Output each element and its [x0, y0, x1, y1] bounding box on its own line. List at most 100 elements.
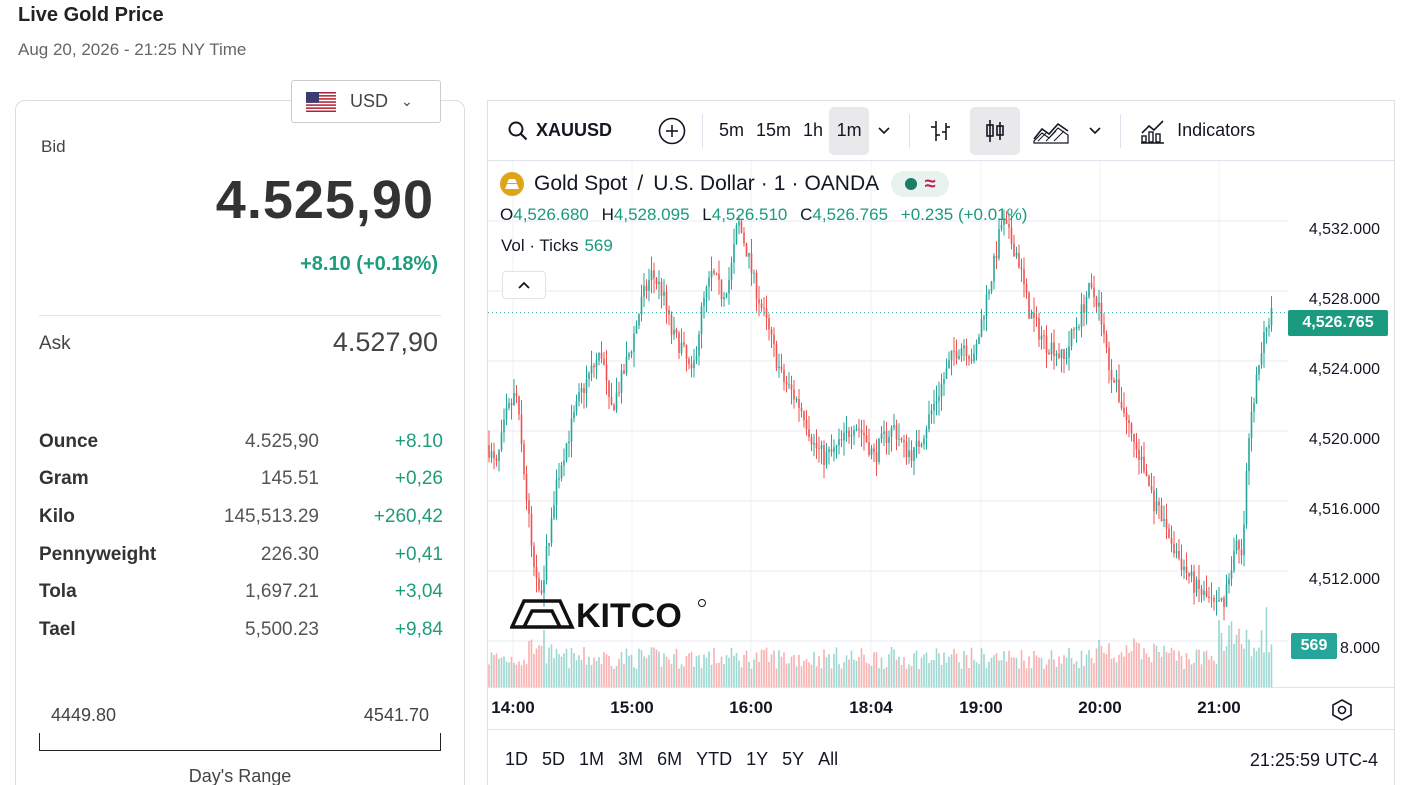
toolbar-divider — [702, 113, 704, 148]
price-chart[interactable] — [488, 161, 1394, 687]
candle-body — [953, 350, 955, 352]
volume-bar — [1218, 620, 1220, 687]
volume-bar — [835, 647, 838, 687]
candle-body — [1015, 252, 1018, 257]
kitco-wordmark: KITCO — [576, 597, 682, 631]
volume-bar — [773, 650, 775, 687]
currency-select[interactable]: USD ⌄ — [291, 80, 441, 123]
volume-bar — [1048, 659, 1050, 687]
range-all-button[interactable]: All — [818, 749, 839, 769]
volume-bar — [603, 651, 605, 687]
candle-body — [520, 414, 523, 445]
collapse-legend-button[interactable] — [502, 271, 546, 299]
unit-change: +0,41 — [394, 543, 443, 565]
chart-style-dropdown-button[interactable] — [1080, 107, 1110, 155]
open-value: 4,526.680 — [513, 205, 589, 224]
candle-body — [978, 336, 980, 345]
volume-bar — [1115, 662, 1118, 687]
candle-body — [923, 438, 925, 444]
candle-body — [1163, 519, 1165, 522]
range-5d-button[interactable]: 5D — [542, 749, 566, 769]
volume-bar — [613, 668, 615, 687]
chart-settings-button[interactable] — [1330, 698, 1354, 722]
candle-body — [1173, 543, 1175, 554]
interval-5m-button[interactable]: 5m — [719, 120, 745, 140]
chevron-down-icon — [878, 126, 890, 134]
bar-style-button[interactable] — [920, 107, 962, 155]
symbol-search-button[interactable]: XAUUSD — [502, 107, 618, 155]
candle-body — [550, 518, 553, 544]
volume-bar — [1020, 650, 1023, 687]
volume-bar — [508, 662, 510, 687]
volume-bar — [873, 652, 875, 687]
volume-legend: Vol · Ticks 569 — [501, 236, 613, 256]
candle-body — [1060, 349, 1063, 359]
volume-bar — [1025, 668, 1028, 687]
market-status-badge[interactable]: ≈ — [891, 171, 950, 197]
chart-clock[interactable]: 21:25:59 UTC-4 — [1249, 750, 1378, 770]
candle-body — [1190, 571, 1193, 577]
volume-bar — [658, 651, 660, 687]
range-ytd-button[interactable]: YTD — [696, 749, 733, 769]
volume-bar — [1183, 668, 1185, 687]
candle-body — [843, 432, 845, 441]
volume-bar — [588, 656, 590, 687]
volume-bar — [808, 662, 810, 687]
volume-badge: 569 — [1291, 633, 1337, 659]
price-tick: 4,528.000 — [1308, 291, 1380, 308]
volume-bar — [660, 666, 663, 687]
volume-value: 569 — [584, 236, 613, 255]
candle-body — [1093, 287, 1095, 298]
time-axis[interactable]: 14:00 15:00 16:00 18:04 19:00 20:00 21:0… — [488, 687, 1394, 727]
candle-body — [1265, 327, 1268, 333]
compare-button[interactable] — [652, 107, 692, 155]
table-row: Kilo 145,513.29 +260,42 — [39, 498, 443, 536]
range-3m-button[interactable]: 3M — [618, 749, 644, 769]
candle-body — [748, 253, 750, 257]
candle-body — [1025, 284, 1028, 293]
interval-15m-button[interactable]: 15m — [756, 120, 792, 140]
interval-1h-button[interactable]: 1h — [803, 120, 824, 140]
candle-body — [1208, 596, 1210, 598]
candle-body — [558, 478, 560, 480]
volume-bar — [733, 655, 735, 687]
candle-body — [568, 441, 570, 444]
candle-body — [1033, 312, 1035, 318]
range-1m-button[interactable]: 1M — [579, 749, 605, 769]
candles-style-button[interactable] — [970, 106, 1021, 155]
unit-price: 5,500.23 — [245, 618, 319, 640]
price-tick: 8.000 — [1339, 640, 1380, 657]
interval-dropdown-button[interactable] — [869, 107, 899, 155]
indicators-button[interactable]: Indicators — [1131, 107, 1263, 155]
candle-body — [1080, 304, 1083, 327]
volume-bar — [1033, 650, 1035, 687]
volume-bar — [880, 657, 883, 687]
volume-bar — [575, 660, 578, 687]
volume-bar — [790, 656, 793, 687]
candle-body — [1198, 579, 1200, 589]
candle-body — [1158, 501, 1160, 506]
volume-bar — [710, 664, 713, 687]
high-value: 4,528.095 — [613, 205, 690, 224]
volume-bar — [845, 655, 848, 687]
candle-body — [968, 356, 970, 360]
area-style-button[interactable] — [1028, 107, 1074, 155]
range-6m-button[interactable]: 6M — [657, 749, 683, 769]
candle-body — [645, 285, 648, 291]
interval-1m-button[interactable]: 1m — [829, 106, 870, 155]
candle-body — [1200, 588, 1203, 595]
volume-bar — [1080, 650, 1083, 687]
candle-body — [535, 566, 538, 579]
volume-bar — [763, 649, 765, 687]
volume-bar — [1035, 655, 1038, 687]
candle-body — [790, 384, 793, 390]
range-5y-button[interactable]: 5Y — [782, 749, 805, 769]
range-1d-button[interactable]: 1D — [505, 749, 529, 769]
candle-body — [518, 396, 520, 415]
range-1y-button[interactable]: 1Y — [746, 749, 769, 769]
candle-body — [915, 440, 918, 448]
price-scale[interactable]: 4,532.000 4,528.000 4,524.000 4,520.000 … — [1288, 161, 1394, 687]
candle-body — [1210, 597, 1213, 599]
chart-legend: Gold Spot / U.S. Dollar · 1 · OANDA ≈ — [500, 171, 950, 197]
volume-bar — [738, 660, 740, 687]
